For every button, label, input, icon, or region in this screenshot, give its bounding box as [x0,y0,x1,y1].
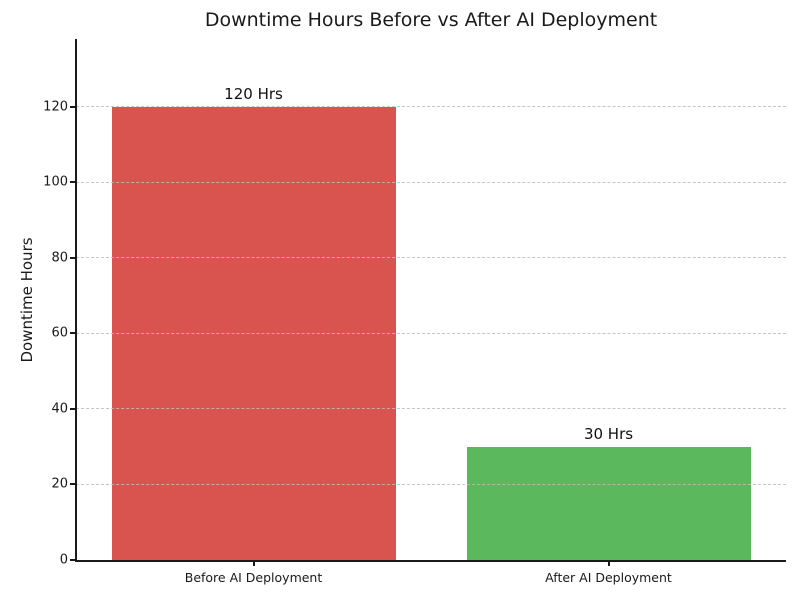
y-tick [70,256,75,259]
gridline [76,257,786,259]
x-tick-label: After AI Deployment [545,570,672,585]
chart-title: Downtime Hours Before vs After AI Deploy… [204,9,658,31]
x-tick-label: Before AI Deployment [184,570,323,585]
y-tick [70,559,75,561]
y-tick [70,181,75,184]
y-tick-label: 120 [43,99,68,115]
gridline [76,483,786,485]
gridline [76,332,786,334]
bar-value-label: 30 Hrs [583,424,634,443]
y-tick [70,105,75,108]
y-axis-spine [75,39,77,562]
y-tick-label: 100 [43,174,68,190]
y-tick [70,483,75,486]
gridline [76,181,786,183]
y-tick-label: 0 [59,552,68,568]
y-tick [70,407,75,410]
y-tick-label: 60 [51,325,68,341]
bar-value-label: 120 Hrs [224,84,283,103]
y-tick-label: 80 [51,250,68,266]
y-tick [70,332,75,335]
bar [466,446,751,560]
y-tick-label: 20 [51,476,68,492]
x-tick [607,561,610,566]
y-tick-label: 40 [51,401,68,417]
gridline [76,408,786,410]
gridline [76,106,786,108]
x-axis-spine [75,560,786,562]
x-tick [252,561,255,566]
